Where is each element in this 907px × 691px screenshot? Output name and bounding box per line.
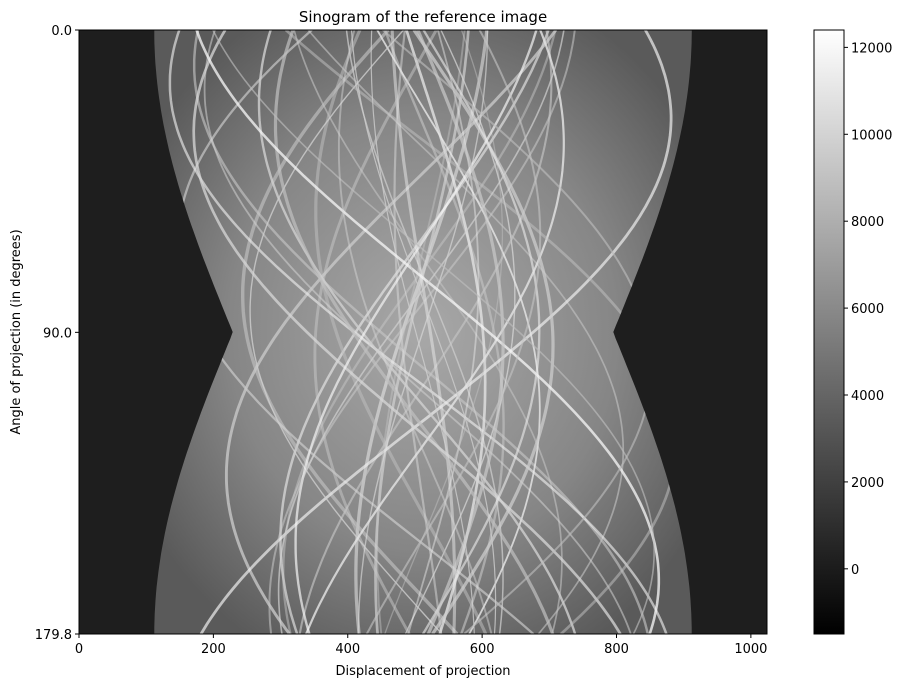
colorbar-tick-label: 8000 [851, 215, 884, 230]
chart-title: Sinogram of the reference image [299, 8, 547, 26]
y-axis-ticks: 0.0 90.0 179.8 [35, 24, 79, 643]
sinogram-trace [294, 30, 538, 634]
x-tick-label: 1000 [734, 642, 767, 657]
x-tick-label: 200 [201, 642, 226, 657]
colorbar-frame [813, 29, 845, 635]
y-tick-label: 90.0 [43, 326, 72, 341]
sinogram-curves [168, 30, 678, 634]
colorbar-tick-label: 2000 [851, 476, 884, 491]
sinogram-trace [240, 30, 459, 634]
sinogram-trace [416, 30, 505, 634]
x-tick-label: 0 [75, 642, 83, 657]
sinogram-trace [370, 30, 475, 634]
sinogram-trace [314, 30, 488, 634]
sinogram-trace [365, 30, 542, 634]
sinogram-trace [407, 30, 480, 634]
colorbar-tick-label: 4000 [851, 389, 884, 404]
colorbar-tick-label: 0 [851, 563, 859, 578]
colorbar: 0 2000 4000 6000 8000 10000 12000 [813, 29, 892, 635]
sinogram-trace [293, 30, 563, 634]
x-tick-label: 600 [470, 642, 495, 657]
sinogram-trace [203, 30, 632, 634]
sinogram-trace [376, 30, 541, 634]
colorbar-ticks: 0 2000 4000 6000 8000 10000 12000 [844, 41, 892, 578]
sinogram-trace [195, 30, 661, 634]
sinogram-trace [350, 30, 497, 634]
sinogram-trace [307, 30, 625, 634]
sinogram-trace [224, 30, 558, 634]
x-axis-ticks: 0 200 400 600 800 1000 [75, 634, 767, 657]
sinogram-trace [273, 30, 555, 634]
sinogram-trace [337, 30, 493, 634]
sinogram-trace [376, 30, 466, 634]
sinogram-trace [249, 30, 443, 634]
x-tick-label: 400 [335, 642, 360, 657]
y-tick-label: 0.0 [51, 24, 72, 39]
sinogram-trace [393, 30, 443, 634]
x-axis-label: Displacement of projection [335, 664, 510, 679]
sinogram-trace [212, 30, 655, 634]
sinogram-trace [374, 30, 470, 634]
sinogram-trace [268, 30, 576, 634]
x-tick-label: 800 [604, 642, 629, 657]
colorbar-tick-label: 12000 [851, 41, 892, 56]
colorbar-gradient [814, 30, 844, 634]
sinogram-trace [390, 30, 457, 634]
sinogram-trace [298, 30, 553, 634]
sinogram-trace [192, 30, 650, 634]
y-axis-label: Angle of projection (in degrees) [9, 229, 24, 434]
colorbar-tick-label: 6000 [851, 302, 884, 317]
y-tick-label: 179.8 [35, 628, 72, 643]
sinogram-trace [412, 30, 555, 634]
sinogram-trace [277, 30, 565, 634]
colorbar-tick-label: 10000 [851, 128, 892, 143]
sinogram-trace [421, 30, 541, 634]
sinogram-trace [313, 30, 438, 634]
sinogram-trace [192, 30, 622, 634]
plot-area [78, 29, 768, 635]
